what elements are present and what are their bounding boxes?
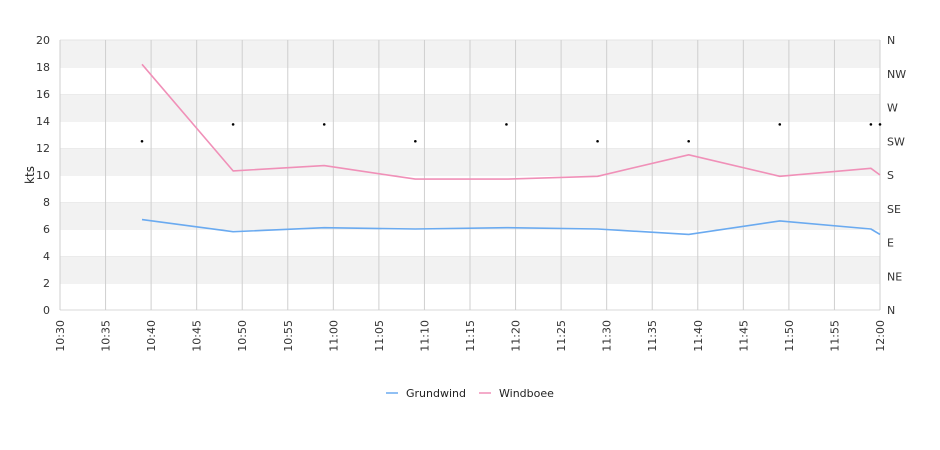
x-tick-label: 10:40	[145, 320, 158, 352]
legend-label: Windboee	[499, 387, 554, 400]
direction-point	[869, 123, 873, 126]
y-tick-label: 10	[36, 169, 50, 182]
x-tick-label: 11:30	[601, 320, 614, 352]
x-tick-label: 10:45	[191, 320, 204, 352]
y-axis-label: kts	[23, 166, 37, 184]
vertical-gridlines	[59, 40, 881, 310]
x-tick-label: 11:20	[510, 320, 523, 352]
y-tick-label: 18	[36, 61, 50, 74]
direction-point	[140, 139, 144, 143]
direction-point	[231, 123, 235, 126]
y-tick-label: 12	[36, 142, 50, 155]
direction-point	[414, 139, 417, 143]
right-tick-label: S	[887, 169, 894, 182]
y-tick-label: 16	[36, 88, 50, 101]
x-tick-label: 11:45	[737, 320, 750, 352]
direction-point	[878, 123, 882, 126]
right-tick-label: SE	[887, 203, 901, 216]
y-tick-label: 6	[43, 223, 50, 236]
direction-point	[687, 139, 690, 143]
x-axis-ticks: 10:30 10:35 10:40 10:45 10:50 10:55 11:00 11:05…	[54, 320, 887, 352]
x-tick-label: 11:25	[555, 320, 568, 352]
right-tick-label: NE	[887, 270, 902, 283]
direction-points	[140, 123, 882, 143]
y-tick-label: 4	[43, 250, 50, 263]
x-tick-label: 10:55	[282, 320, 295, 352]
x-tick-label: 11:40	[692, 320, 705, 352]
x-tick-label: 11:15	[464, 320, 477, 352]
x-tick-label: 11:00	[327, 320, 340, 352]
x-tick-label: 12:00	[874, 320, 887, 352]
right-axis-ticks: N NE E SE S SW W NW N	[887, 34, 906, 317]
y-tick-label: 8	[43, 196, 50, 209]
legend-label: Grundwind	[406, 387, 466, 400]
x-tick-label: 10:30	[54, 320, 67, 352]
direction-point	[596, 139, 599, 143]
y-tick-label: 2	[43, 277, 50, 290]
y-axis-ticks: 0 2 4 6 8 10 12 14 16 18 20	[36, 34, 50, 317]
right-tick-label: N	[887, 34, 895, 47]
y-tick-label: 20	[36, 34, 50, 47]
direction-point	[322, 123, 326, 126]
x-tick-label: 11:05	[373, 320, 386, 352]
right-tick-label: N	[887, 304, 895, 317]
x-tick-label: 11:55	[828, 320, 841, 352]
y-tick-label: 14	[36, 115, 50, 128]
right-tick-label: E	[887, 237, 894, 250]
x-tick-label: 10:50	[236, 320, 249, 352]
x-tick-label: 11:35	[646, 320, 659, 352]
series-lines	[141, 63, 881, 236]
direction-point	[778, 123, 782, 126]
x-tick-label: 11:10	[418, 320, 431, 352]
x-tick-label: 11:50	[783, 320, 796, 352]
direction-point	[505, 123, 508, 126]
y-tick-label: 0	[43, 304, 50, 317]
right-tick-label: NW	[887, 68, 906, 81]
series-line-grundwind	[141, 218, 881, 236]
right-tick-label: SW	[887, 135, 905, 148]
right-tick-label: W	[887, 102, 898, 115]
series-line-windboee	[141, 63, 881, 180]
legend: Grundwind Windboee	[386, 387, 554, 400]
x-tick-label: 10:35	[100, 320, 113, 352]
